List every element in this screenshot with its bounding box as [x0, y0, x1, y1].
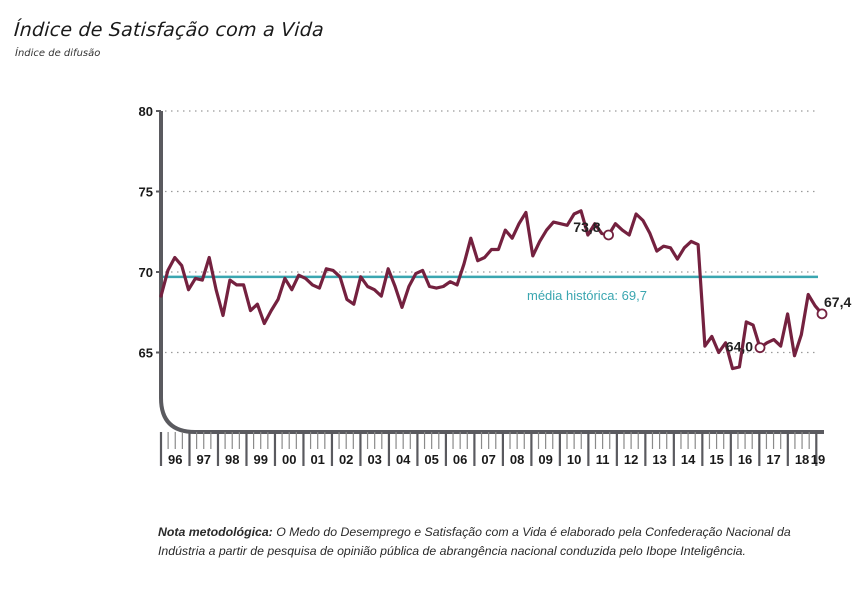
x-axis: 96 97 98 99 00 01 02 03 04 05 06 07 08 09 10 11 12 13 14 15…	[159, 432, 825, 467]
x-tick-label: 97	[197, 452, 211, 467]
methodology-note: Nota metodológica: O Medo do Desemprego …	[158, 523, 798, 561]
axis-frame	[159, 111, 824, 434]
y-tick-label: 70	[139, 265, 153, 280]
y-tick-label: 80	[139, 104, 153, 119]
axis-line	[159, 111, 824, 434]
x-tick-label: 04	[396, 452, 411, 467]
x-tick-label: 03	[367, 452, 381, 467]
x-tick-label: 13	[652, 452, 666, 467]
x-tick-label: 96	[168, 452, 182, 467]
annotation-marker	[816, 308, 828, 320]
gridlines	[165, 110, 818, 354]
x-tick-label: 02	[339, 452, 353, 467]
annotation-label: 67,4	[824, 294, 851, 310]
chart-subtitle: Índice de difusão	[15, 48, 101, 59]
x-tick-label: 00	[282, 452, 296, 467]
y-tick-label: 65	[139, 346, 153, 361]
x-tick-label: 07	[481, 452, 495, 467]
annotation-label: 73,8	[573, 219, 600, 235]
annotation-label: 64,0	[726, 339, 753, 355]
x-tick-label: 11	[596, 452, 610, 467]
x-tick-label: 06	[453, 452, 467, 467]
mean-reference-label: média histórica: 69,7	[527, 288, 647, 303]
x-tick-label: 08	[510, 452, 524, 467]
series-line	[159, 209, 824, 371]
y-axis: 65 70 75 80	[139, 104, 161, 361]
x-tick-label: 14	[681, 452, 696, 467]
note-label: Nota metodológica:	[158, 525, 273, 539]
x-tick-label: 16	[738, 452, 752, 467]
annotations: 73,8 64,0 67,4	[573, 219, 851, 355]
annotation-marker	[603, 229, 614, 241]
x-tick-label: 17	[766, 452, 780, 467]
y-tick-label: 75	[139, 185, 153, 200]
x-tick-label: 01	[310, 452, 324, 467]
x-tick-label: 10	[567, 452, 581, 467]
x-tick-label: 18	[795, 452, 809, 467]
x-tick-label: 05	[424, 452, 438, 467]
x-tick-label: 99	[253, 452, 267, 467]
annotation-marker	[754, 342, 766, 354]
x-tick-label: 15	[709, 452, 723, 467]
x-tick-label: 09	[538, 452, 552, 467]
x-tick-label: 12	[624, 452, 638, 467]
x-tick-label: 98	[225, 452, 239, 467]
x-tick-label: 19	[811, 452, 825, 467]
note-text: O Medo do Desemprego e Satisfação com a …	[158, 525, 791, 558]
